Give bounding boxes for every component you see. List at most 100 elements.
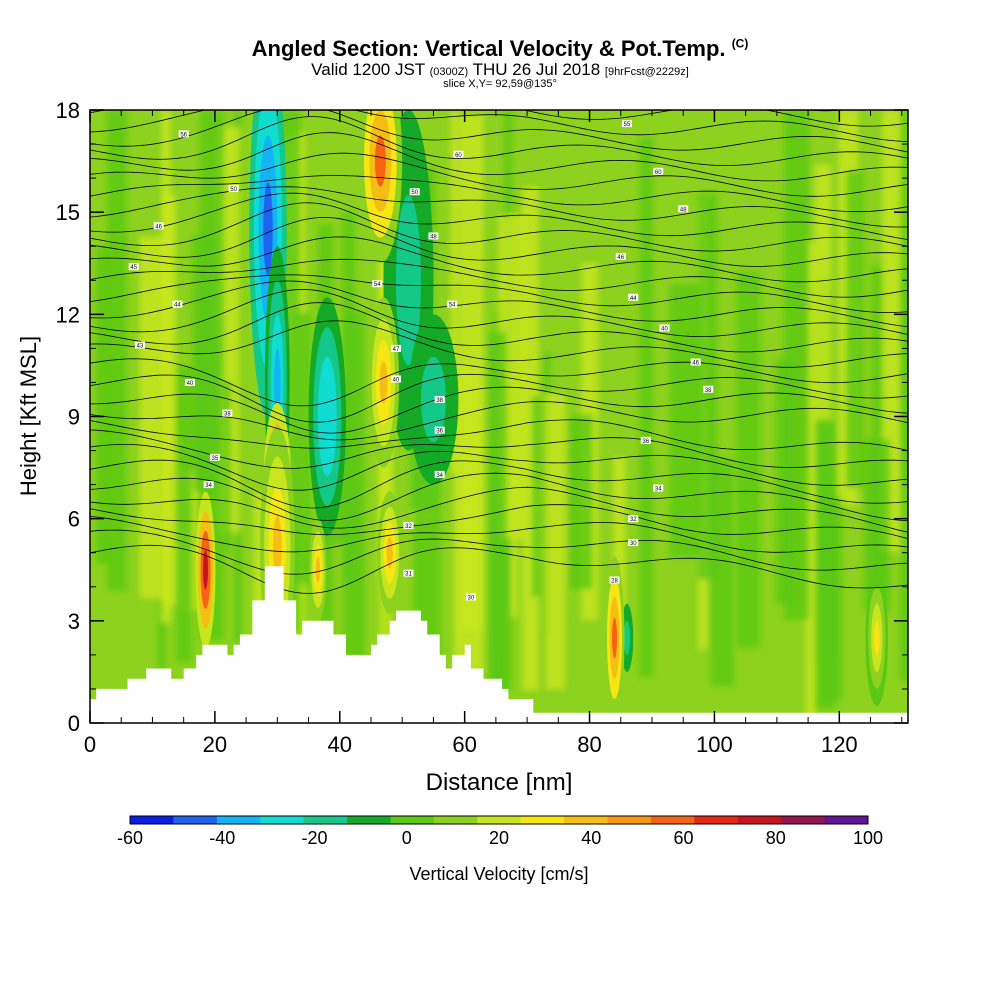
- field-band: [488, 332, 507, 722]
- theta-contour-line: [90, 116, 908, 166]
- theta-label-bg: [434, 395, 445, 403]
- y-tick-label: 15: [56, 200, 80, 225]
- theta-label-bg: [403, 569, 414, 577]
- y-tick-label: 9: [68, 405, 80, 430]
- theta-contour-line: [90, 302, 908, 353]
- colorbar-swatch: [564, 816, 609, 824]
- theta-contour-line: [90, 18, 908, 64]
- theta-contour-line: [90, 217, 908, 267]
- theta-label-bg: [628, 293, 639, 301]
- updraft-cell: [272, 516, 282, 576]
- colorbar-tick-label: -20: [301, 828, 327, 848]
- theta-label: 36: [436, 429, 443, 435]
- theta-label: 55: [624, 122, 631, 128]
- theta-contour-line: [90, 289, 908, 338]
- field-band: [343, 311, 366, 706]
- theta-label-bg: [134, 341, 145, 349]
- theta-label: 44: [630, 296, 637, 302]
- theta-contour-line: [90, 152, 908, 197]
- theta-label: 30: [630, 541, 637, 547]
- theta-contour-line: [90, 373, 908, 423]
- theta-label-bg: [403, 521, 414, 529]
- x-tick-label: 40: [328, 732, 352, 757]
- colorbar-swatch: [216, 816, 261, 824]
- theta-label: 40: [661, 326, 668, 332]
- colorbar-label: Vertical Velocity [cm/s]: [409, 864, 588, 884]
- colorbar-swatch: [824, 816, 869, 824]
- x-tick-label: 80: [577, 732, 601, 757]
- theta-label: 44: [174, 303, 181, 309]
- colorbar-frame: [129, 815, 869, 825]
- theta-label: 54: [374, 282, 381, 288]
- colorbar-tick-label: 0: [402, 828, 412, 848]
- theta-contour-line: [90, 132, 908, 182]
- theta-label-bg: [609, 576, 620, 584]
- field-band: [107, 110, 127, 591]
- updraft-cell: [873, 620, 880, 655]
- theta-label-bg: [653, 167, 664, 175]
- theta-label: 32: [405, 524, 412, 530]
- x-tick-label: 60: [452, 732, 476, 757]
- updraft-cell: [379, 361, 388, 404]
- theta-label-bg: [203, 481, 214, 489]
- theta-label: 40: [393, 378, 400, 384]
- theta-contour-line: [90, 386, 908, 434]
- theta-label: 60: [455, 153, 462, 159]
- theta-label-bg: [434, 470, 445, 478]
- theta-label: 36: [642, 439, 649, 445]
- theta-label-bg: [409, 188, 420, 196]
- theta-label: 50: [411, 190, 418, 196]
- theta-contour-line: [90, 110, 908, 127]
- theta-label-bg: [209, 453, 220, 461]
- theta-label-bg: [128, 263, 139, 271]
- theta-label: 47: [393, 347, 400, 353]
- theta-label-bg: [228, 184, 239, 192]
- theta-contour-line: [90, 202, 908, 252]
- theta-contour-line: [90, 358, 908, 407]
- downdraft-cell: [402, 237, 415, 323]
- theta-contour-line: [90, 258, 908, 298]
- field-band: [162, 194, 177, 606]
- theta-label-bg: [184, 378, 195, 386]
- field-band: [900, 268, 908, 682]
- colorbar-swatch: [694, 816, 739, 824]
- field-band: [569, 414, 593, 590]
- theta-label-bg: [222, 409, 233, 417]
- theta-label-bg: [622, 120, 633, 128]
- theta-contour-line: [90, 186, 908, 228]
- theta-label: 50: [230, 187, 237, 193]
- colorbar-swatch: [173, 816, 218, 824]
- theta-contour-line: [90, 419, 908, 451]
- theta-contour-line: [90, 31, 908, 80]
- field-band: [95, 246, 111, 564]
- x-tick-label: 120: [821, 732, 858, 757]
- field-band: [139, 236, 165, 599]
- y-tick-label: 12: [56, 302, 80, 327]
- colorbar-swatch: [347, 816, 391, 824]
- theta-label-bg: [178, 130, 189, 138]
- downdraft-cell: [263, 182, 273, 277]
- field-band: [532, 396, 540, 597]
- theta-label: 38: [705, 388, 712, 394]
- updraft-cell: [315, 556, 321, 583]
- theta-label: 28: [611, 578, 618, 584]
- field-band: [545, 393, 566, 690]
- field-band: [459, 114, 484, 631]
- field-band: [450, 110, 459, 474]
- colorbar-tick-label: 40: [581, 828, 601, 848]
- theta-label: 31: [405, 572, 412, 578]
- y-tick-label: 18: [56, 98, 80, 123]
- theta-label: 60: [655, 170, 662, 176]
- theta-contour-line: [90, 444, 908, 491]
- y-tick-label: 3: [68, 609, 80, 634]
- field-band: [783, 110, 809, 620]
- downdraft-cell: [625, 629, 629, 647]
- colorbar-swatch: [433, 816, 478, 824]
- colorbar-swatch: [781, 816, 826, 824]
- chart-subtitle: Valid 1200 JST (0300Z) THU 26 Jul 2018 […: [0, 60, 1000, 80]
- updraft-cell: [374, 135, 386, 187]
- field-band: [816, 419, 832, 656]
- chart-title-main: Angled Section: Vertical Velocity & Pot.…: [251, 36, 726, 61]
